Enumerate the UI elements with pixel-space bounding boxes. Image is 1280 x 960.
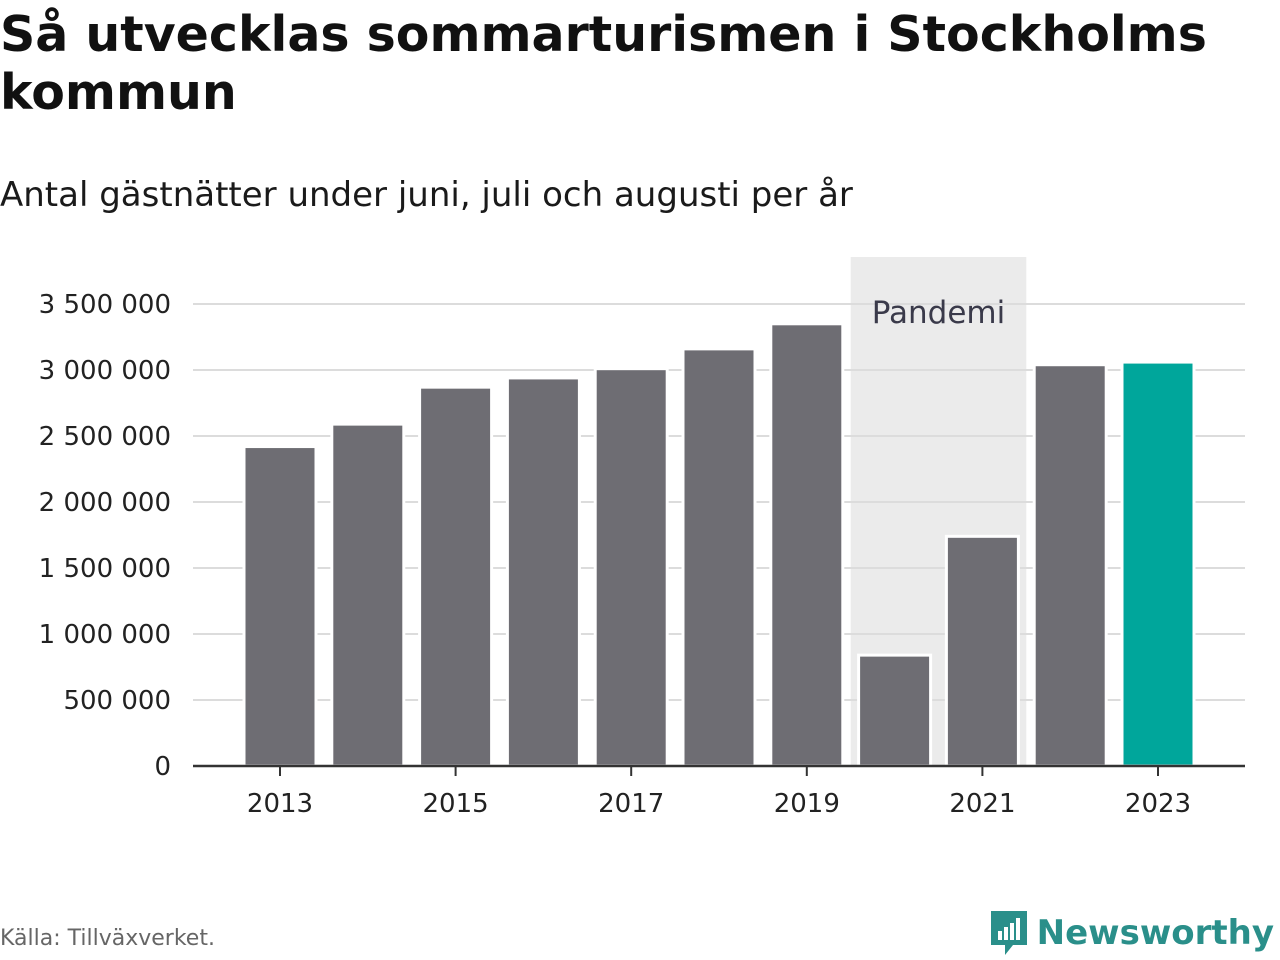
- y-tick-label: 500 000: [63, 686, 171, 716]
- bar-2019: [769, 322, 845, 768]
- chart-subtitle: Antal gästnätter under juni, juli och au…: [0, 175, 853, 215]
- bar-2022: [1032, 363, 1108, 768]
- y-tick-label: 1 500 000: [39, 554, 171, 584]
- newsworthy-logo: Newsworthy: [989, 908, 1274, 958]
- y-tick-label: 0: [154, 752, 171, 782]
- bar-2023: [1120, 360, 1196, 768]
- chart-title: Så utvecklas sommarturismen i Stockholms…: [0, 6, 1207, 121]
- y-tick-label: 3 000 000: [39, 356, 171, 386]
- bar-2020: [857, 653, 933, 768]
- x-axis: [193, 764, 1245, 776]
- bar-chart: 0 500 000 1 000 000 1 500 000 2 000 000 2 500…: [39, 257, 1245, 819]
- y-tick-label: 2 500 000: [39, 422, 171, 452]
- bar-2017: [593, 367, 669, 768]
- x-tick-label: 2015: [423, 789, 489, 819]
- source-note: Källa: Tillväxverket.: [0, 926, 215, 951]
- y-axis-ticks: 0 500 000 1 000 000 1 500 000 2 000 000 2 500…: [39, 290, 171, 782]
- brand-name: Newsworthy: [1036, 913, 1274, 953]
- bar-2016: [505, 376, 581, 768]
- bar-2015: [418, 385, 494, 768]
- y-tick-label: 2 000 000: [39, 488, 171, 518]
- x-tick-label: 2013: [247, 789, 313, 819]
- x-tick-label: 2017: [598, 789, 664, 819]
- bar-2014: [330, 422, 406, 768]
- bar-2013: [242, 445, 318, 768]
- pandemic-label: Pandemi: [872, 295, 1006, 331]
- brand-chart-icon: [990, 911, 1027, 955]
- x-axis-ticks: 2013 2015 2017 2019 2021 2023: [247, 789, 1191, 819]
- bars: [242, 322, 1196, 768]
- y-tick-label: 3 500 000: [39, 290, 171, 320]
- x-tick-label: 2019: [774, 789, 840, 819]
- bar-2018: [681, 347, 757, 768]
- bar-2021: [944, 534, 1020, 768]
- x-tick-label: 2021: [949, 789, 1015, 819]
- x-tick-label: 2023: [1125, 789, 1191, 819]
- y-tick-label: 1 000 000: [39, 620, 171, 650]
- annotation-layer: Pandemi: [872, 295, 1006, 331]
